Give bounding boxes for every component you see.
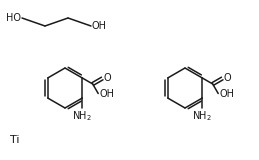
Text: OH: OH	[92, 21, 107, 31]
Text: NH$_2$: NH$_2$	[72, 109, 92, 123]
Text: O: O	[224, 72, 231, 83]
Text: OH: OH	[100, 88, 115, 99]
Text: OH: OH	[220, 88, 235, 99]
Text: HO: HO	[6, 13, 21, 23]
Text: NH$_2$: NH$_2$	[192, 109, 212, 123]
Text: Ti: Ti	[10, 135, 19, 145]
Text: O: O	[104, 72, 111, 83]
